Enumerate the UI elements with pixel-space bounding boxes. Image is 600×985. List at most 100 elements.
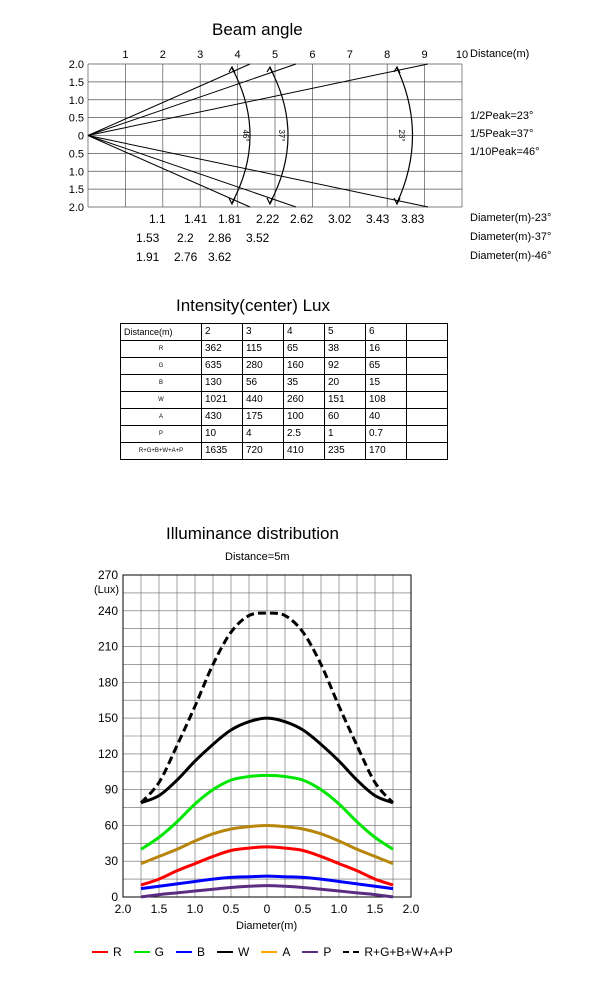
row-label-cell: R+G+B+W+A+P xyxy=(120,442,202,460)
value-cell: 65 xyxy=(283,340,325,358)
legend-swatch xyxy=(302,951,319,953)
distance-tick: 5 xyxy=(272,49,278,61)
value-cell: 56 xyxy=(242,374,284,392)
arc-arrow-head xyxy=(228,65,236,74)
y-tick: 180 xyxy=(98,675,118,689)
illuminance-chart: 0 30 60 90 120 150 180 210 240 270 2.0 1.5 1.0 0.5 0 0.… xyxy=(98,568,420,916)
height-tick: 1.0 xyxy=(69,166,84,178)
table-row: P 10 4 2.5 1 0.7 xyxy=(120,425,448,443)
legend-item: R xyxy=(92,945,122,959)
value-cell: 235 xyxy=(324,442,366,460)
legend-label: B xyxy=(197,945,206,959)
distance-tick: 10 xyxy=(456,49,468,61)
arc-arrow-head xyxy=(266,65,274,74)
height-tick: 0.5 xyxy=(69,113,84,125)
value-cell: 65 xyxy=(365,357,407,375)
x-tick: 2.0 xyxy=(115,902,132,916)
diameter-value: 3.52 xyxy=(246,231,270,245)
value-cell: 15 xyxy=(365,374,407,392)
series-line-r xyxy=(140,845,394,887)
arc-arrow-head xyxy=(266,197,274,206)
value-cell: 3 xyxy=(242,323,284,341)
distance-tick: 4 xyxy=(235,49,241,61)
value-cell: 108 xyxy=(365,391,407,409)
value-cell: 4 xyxy=(242,425,284,443)
series-line-b xyxy=(140,874,394,891)
peak-label-3: 1/10Peak=46° xyxy=(470,146,540,158)
beam-angle-arc xyxy=(269,67,289,204)
value-cell: 60 xyxy=(324,408,366,426)
table-row: B 130 56 35 20 15 xyxy=(120,374,448,392)
value-cell: 0.7 xyxy=(365,425,407,443)
arc-arrow-head xyxy=(393,197,401,206)
peak-label-1: 1/2Peak=23° xyxy=(470,110,534,122)
row-label-cell: W xyxy=(120,391,202,409)
value-cell: 92 xyxy=(324,357,366,375)
legend-swatch xyxy=(217,951,234,953)
diameter-row-label: Diameter(m)-23° xyxy=(470,212,552,224)
value-cell: 720 xyxy=(242,442,284,460)
diameter-value: 3.62 xyxy=(208,250,232,264)
diameter-value: 1.1 xyxy=(149,212,166,226)
value-cell: 170 xyxy=(365,442,407,460)
diameter-value: 2.22 xyxy=(256,212,280,226)
chart-title: Illuminance distribution xyxy=(166,524,339,543)
distance-tick: 7 xyxy=(347,49,353,61)
value-cell: 38 xyxy=(324,340,366,358)
chart-tick-labels: 0 30 60 90 120 150 180 210 240 270 2.0 1.5 1.0 0.5 0 0.… xyxy=(98,568,420,916)
legend-label: R+G+B+W+A+P xyxy=(364,945,453,959)
y-tick: 240 xyxy=(98,604,118,618)
x-tick: 1.0 xyxy=(331,902,348,916)
legend-label: W xyxy=(238,945,250,959)
x-tick: 0.5 xyxy=(295,902,312,916)
value-cell xyxy=(406,425,448,443)
legend-item: G xyxy=(133,945,165,959)
distance-tick: 1 xyxy=(122,49,128,61)
value-cell: 6 xyxy=(365,323,407,341)
beam-edge-line xyxy=(87,63,297,136)
distance-tick: 2 xyxy=(160,49,166,61)
row-label-cell: G xyxy=(120,357,202,375)
y-tick: 210 xyxy=(98,640,118,654)
chart-grid xyxy=(122,574,412,898)
value-cell xyxy=(406,374,448,392)
value-cell: 1021 xyxy=(201,391,243,409)
table-row: G 635 280 160 92 65 xyxy=(120,357,448,375)
value-cell: 280 xyxy=(242,357,284,375)
value-cell: 20 xyxy=(324,374,366,392)
diameter-value: 3.02 xyxy=(328,212,352,226)
legend-label: G xyxy=(154,945,165,959)
legend-label: P xyxy=(323,945,332,959)
legend-label: A xyxy=(282,945,291,959)
row-label-cell: P xyxy=(120,425,202,443)
value-cell: 260 xyxy=(283,391,325,409)
beam-tick-labels: 1 2 3 4 5 6 7 8 9 10 2.0 1.5 1.0 0.5 0 0.5 1.0 1.5 2.0 xyxy=(69,49,468,214)
diameter-value: 2.62 xyxy=(290,212,314,226)
beam-angle-arc xyxy=(396,67,414,204)
x-axis-label: Diameter(m) xyxy=(236,920,298,932)
plot-frame xyxy=(122,574,412,898)
y-tick: 120 xyxy=(98,747,118,761)
height-tick: 1.0 xyxy=(69,95,84,107)
value-cell: 635 xyxy=(201,357,243,375)
beam-angle-arc xyxy=(231,67,251,204)
legend-swatch xyxy=(343,951,360,953)
value-cell xyxy=(406,323,448,341)
value-cell xyxy=(406,408,448,426)
x-tick: 0 xyxy=(264,902,271,916)
value-cell: 40 xyxy=(365,408,407,426)
legend-swatch xyxy=(261,951,278,953)
series-line-a xyxy=(140,823,394,866)
table-row: W 1021 440 260 151 108 xyxy=(120,391,448,409)
beam-angle-diagram: 1 2 3 4 5 6 7 8 9 10 2.0 1.5 1.0 0.5 0 0.5 1.0 1.5 2.0 46°… xyxy=(69,49,468,214)
beam-edge-line xyxy=(87,63,251,136)
y-axis-label: (Lux) xyxy=(94,584,120,596)
table-row: A 430 175 100 60 40 xyxy=(120,408,448,426)
peak-label-2: 1/5Peak=37° xyxy=(470,128,534,140)
row-label-cell: R xyxy=(120,340,202,358)
value-cell: 175 xyxy=(242,408,284,426)
value-cell xyxy=(406,357,448,375)
value-cell xyxy=(406,391,448,409)
height-tick: 1.5 xyxy=(69,184,84,196)
value-cell: 1635 xyxy=(201,442,243,460)
